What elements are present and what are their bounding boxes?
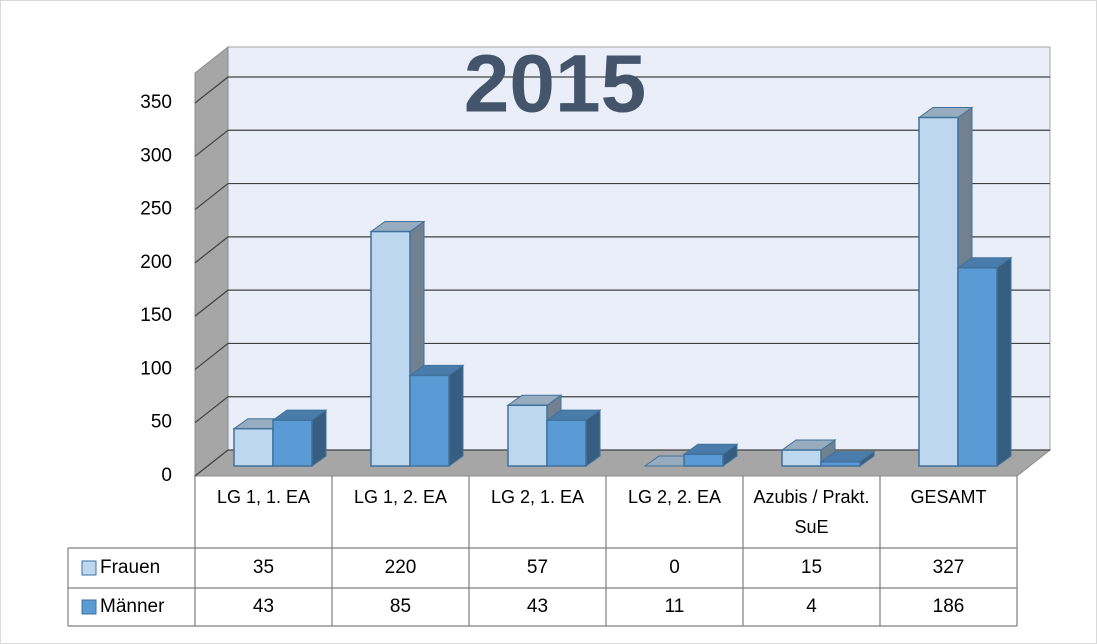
bar <box>545 409 602 467</box>
x-tick-label: LG 1, 2. EA <box>353 487 448 507</box>
x-tick-label: Azubis / Prakt. SuE <box>753 487 870 537</box>
grid-line-side <box>194 289 229 317</box>
x-tick-label: LG 2, 2. EA <box>627 487 722 507</box>
y-tick-label: 0 <box>161 465 172 486</box>
bar-front <box>409 374 450 467</box>
bar <box>682 443 739 467</box>
bar-front <box>683 453 724 467</box>
side-wall <box>194 45 229 478</box>
grid-line-side <box>194 129 229 157</box>
table-value: 85 <box>390 596 411 617</box>
bar <box>271 409 328 467</box>
x-tick-label: LG 1, 1. EA <box>216 487 311 507</box>
grid-line-side <box>194 76 229 104</box>
bar-front <box>957 267 998 467</box>
table-value: 0 <box>669 557 680 578</box>
bars <box>232 106 1013 467</box>
table-value: 43 <box>527 596 548 617</box>
bar-front <box>272 419 313 467</box>
bar-front <box>820 460 861 467</box>
grid-line-side <box>194 342 229 370</box>
table-value: 220 <box>385 557 417 578</box>
bar-side <box>448 364 464 467</box>
bar <box>780 439 837 467</box>
y-tick-label: 100 <box>140 358 172 379</box>
bar <box>819 450 876 467</box>
bar-front <box>233 427 274 467</box>
grid: 0 50 100 150 200 250 300 350 <box>140 76 1050 486</box>
chart-title: 2015 <box>464 39 646 130</box>
y-tick-label: 250 <box>140 199 172 220</box>
table-value: 327 <box>933 557 965 578</box>
legend-key <box>81 599 97 615</box>
y-tick-label: 50 <box>151 412 172 433</box>
table-value: 57 <box>527 557 548 578</box>
y-tick-label: 300 <box>140 145 172 166</box>
legend-key <box>81 560 97 576</box>
bar-front <box>370 230 411 467</box>
y-tick-label: 150 <box>140 305 172 326</box>
grid-line-side <box>194 236 229 264</box>
table-value: 43 <box>253 596 274 617</box>
bar-front <box>507 404 548 467</box>
bar-side <box>996 256 1012 467</box>
bar <box>408 364 465 467</box>
table-value: 15 <box>801 557 822 578</box>
grid-line-side <box>194 449 229 477</box>
bar-front <box>781 449 822 467</box>
y-tick-label: 350 <box>140 92 172 113</box>
grid-line-side <box>194 183 229 211</box>
bar-front <box>918 116 959 467</box>
data-table: Frauen 35 220 57 0 15 327 Männer 43 85 43 11 4 186 <box>67 476 1018 627</box>
legend-label: Männer <box>100 596 165 617</box>
x-tick-label: LG 2, 1. EA <box>490 487 585 507</box>
bar-front <box>546 419 587 467</box>
table-value: 4 <box>806 596 817 617</box>
table-value: 11 <box>665 596 685 617</box>
grid-line-side <box>194 396 229 424</box>
table-value: 186 <box>933 596 965 617</box>
y-tick-label: 200 <box>140 252 172 273</box>
x-tick-label: GESAMT <box>910 487 987 507</box>
bar <box>956 256 1013 467</box>
table-value: 35 <box>253 557 274 578</box>
legend-label: Frauen <box>100 557 160 578</box>
